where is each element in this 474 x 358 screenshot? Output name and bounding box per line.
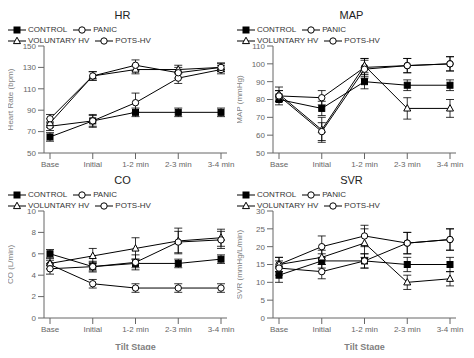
html-text:HR: HR [114, 9, 131, 21]
svg-text:70: 70 [27, 127, 36, 136]
html-text:VOLUNTARY HV: VOLUNTARY HV [28, 36, 90, 45]
svg-text:5: 5 [261, 296, 266, 305]
svg-text:110: 110 [252, 42, 265, 51]
svg-text:1-2 min: 1-2 min [351, 325, 378, 334]
svg-text:3-4 min: 3-4 min [437, 160, 464, 169]
svg-text:3-4 min: 3-4 min [208, 160, 235, 169]
html-text:PANIC: PANIC [322, 25, 346, 34]
svg-text:MAP (mmHg): MAP (mmHg) [237, 75, 244, 124]
svg-text:110: 110 [23, 85, 36, 94]
svg-text:Initial: Initial [312, 325, 331, 334]
svg-text:90: 90 [256, 78, 265, 87]
svg-text:2-3 min: 2-3 min [165, 325, 192, 334]
html-text:CONTROL: CONTROL [28, 25, 68, 34]
svg-text:2: 2 [32, 292, 37, 301]
svg-text:10: 10 [27, 207, 36, 216]
svg-text:1-2 min: 1-2 min [351, 160, 378, 169]
svg-text:4: 4 [32, 271, 37, 280]
svg-text:130: 130 [23, 63, 37, 72]
svg-text:30: 30 [256, 207, 265, 216]
svg-text:3-4 min: 3-4 min [437, 325, 464, 334]
html-text:POTS-HV: POTS-HV [115, 201, 151, 210]
svg-text:2-3 min: 2-3 min [165, 160, 192, 169]
html-text:POTS-HV: POTS-HV [344, 36, 380, 45]
svg-text:1-2 min: 1-2 min [122, 325, 149, 334]
svg-text:Base: Base [41, 325, 60, 334]
html-text:MAP: MAP [339, 9, 364, 21]
svg-text:3-4 min: 3-4 min [208, 325, 235, 334]
html-text:PANIC: PANIC [93, 25, 117, 34]
svg-text:SVR (mmHg/L/min): SVR (mmHg/L/min) [237, 229, 244, 299]
svg-text:150: 150 [23, 42, 37, 51]
svg-text:Base: Base [270, 325, 289, 334]
svg-text:Base: Base [41, 160, 60, 169]
html-text:PANIC: PANIC [322, 190, 346, 199]
svg-text:50: 50 [27, 149, 36, 158]
html-text:SVR: SVR [340, 174, 363, 186]
svg-text:Initial: Initial [312, 160, 331, 169]
svg-text:Base: Base [270, 160, 289, 169]
html-text:VOLUNTARY HV: VOLUNTARY HV [28, 201, 90, 210]
svg-text:70: 70 [256, 113, 265, 122]
svg-text:60: 60 [256, 131, 265, 140]
svg-text:Tilt Stage: Tilt Stage [344, 342, 384, 350]
html-text:CONTROL: CONTROL [257, 25, 297, 34]
svg-text:2-3 min: 2-3 min [394, 160, 421, 169]
svg-text:CO (L/min): CO (L/min) [8, 245, 15, 284]
html-text:CONTROL: CONTROL [28, 190, 68, 199]
html-text:PANIC: PANIC [93, 190, 117, 199]
svg-text:8: 8 [32, 228, 37, 237]
html-text:CONTROL: CONTROL [257, 190, 297, 199]
svg-text:20: 20 [256, 243, 265, 252]
svg-text:50: 50 [256, 149, 265, 158]
svg-text:90: 90 [27, 106, 36, 115]
svg-text:Tilt Stage: Tilt Stage [115, 342, 155, 350]
svg-text:Initial: Initial [83, 325, 102, 334]
svg-text:100: 100 [252, 60, 266, 69]
svg-text:Heart Rate (bpm): Heart Rate (bpm) [8, 68, 15, 130]
html-text:POTS-HV: POTS-HV [115, 36, 151, 45]
svg-text:Initial: Initial [83, 160, 102, 169]
svg-text:25: 25 [256, 225, 265, 234]
svg-text:15: 15 [256, 260, 265, 269]
html-text:VOLUNTARY HV: VOLUNTARY HV [257, 36, 319, 45]
html-text:VOLUNTARY HV: VOLUNTARY HV [257, 201, 319, 210]
svg-text:10: 10 [256, 278, 265, 287]
svg-text:6: 6 [32, 250, 37, 259]
svg-text:80: 80 [256, 95, 265, 104]
svg-text:2-3 min: 2-3 min [394, 325, 421, 334]
svg-text:0: 0 [32, 314, 37, 323]
svg-text:1-2 min: 1-2 min [122, 160, 149, 169]
html-text:POTS-HV: POTS-HV [344, 201, 380, 210]
html-text:CO: CO [114, 174, 131, 186]
svg-text:0: 0 [261, 314, 266, 323]
